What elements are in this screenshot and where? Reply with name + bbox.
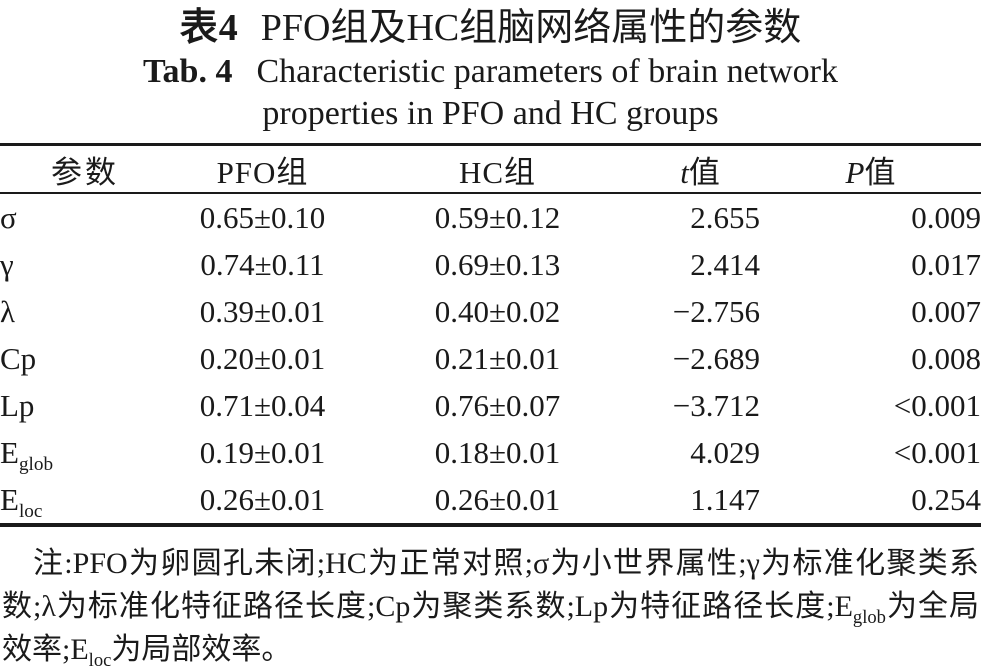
parameters-table: 参数 PFO组 HC组 t值 P值 σ 0.65±0.10 0.59±0.12 … <box>0 143 981 527</box>
table-title-zh: 表4 PFO组及HC组脑网络属性的参数 <box>0 6 981 50</box>
hc-value-cell: 0.40±0.02 <box>434 293 561 329</box>
table-row: γ 0.74±0.11 0.69±0.13 2.414 0.017 <box>0 241 981 288</box>
t-symbol: t <box>680 154 689 190</box>
table-row: Eloc 0.26±0.01 0.26±0.01 1.147 0.254 <box>0 476 981 525</box>
pfo-value-cell: 0.74±0.11 <box>200 246 325 282</box>
param-symbol: E <box>0 481 19 517</box>
p-value-cell: 0.007 <box>911 293 981 329</box>
table-row: σ 0.65±0.10 0.59±0.12 2.655 0.009 <box>0 193 981 241</box>
footnote-text: 为全局效率;E <box>2 590 980 666</box>
p-value-cell: <0.001 <box>893 387 981 423</box>
pfo-value-cell: 0.20±0.01 <box>199 340 326 376</box>
paper-page: 表4 PFO组及HC组脑网络属性的参数 Tab. 4 Characteristic … <box>0 6 981 671</box>
param-symbol: Cp <box>0 340 37 376</box>
param-cell: σ <box>0 193 170 241</box>
footnote-subscript: loc <box>88 650 112 671</box>
footnote-subscript: glob <box>852 607 886 628</box>
param-cell: γ <box>0 241 170 288</box>
table-title-en-text: Characteristic parameters of brain netwo… <box>256 53 838 90</box>
table-row: Eglob 0.19±0.01 0.18±0.01 4.029 <0.001 <box>0 429 981 476</box>
table-title-en-line1: Tab. 4 Characteristic parameters of brain… <box>0 50 981 94</box>
p-value-cell: 0.254 <box>911 481 981 517</box>
pfo-value-cell: 0.71±0.04 <box>199 387 326 423</box>
param-symbol: γ <box>0 246 14 282</box>
footnote-text: 注:PFO为卵圆孔未闭;HC为正常对照;σ为小世界属性;γ为标准化聚类系数;λ为… <box>2 547 979 623</box>
p-value-cell: 0.009 <box>911 199 981 235</box>
t-value-cell: 4.029 <box>690 434 760 470</box>
table-row: Cp 0.20±0.01 0.21±0.01 −2.689 0.008 <box>0 335 981 382</box>
param-cell: Eloc <box>0 476 170 525</box>
param-symbol: λ <box>0 293 16 329</box>
param-cell: Eglob <box>0 429 170 476</box>
col-header-pfo-group: PFO组 <box>170 144 355 194</box>
t-value-cell: 2.655 <box>690 199 760 235</box>
hc-value-cell: 0.76±0.07 <box>434 387 561 423</box>
param-cell: Cp <box>0 335 170 382</box>
t-value-cell: −2.689 <box>672 340 760 376</box>
table-row: Lp 0.71±0.04 0.76±0.07 −3.712 <0.001 <box>0 382 981 429</box>
t-value-cell: 1.147 <box>690 481 760 517</box>
table-header-row: 参数 PFO组 HC组 t值 P值 <box>0 144 981 194</box>
p-symbol: P <box>845 154 865 190</box>
p-value-cell: 0.008 <box>911 340 981 376</box>
table-footnote: 注:PFO为卵圆孔未闭;HC为正常对照;σ为小世界属性;γ为标准化聚类系数;λ为… <box>2 542 979 671</box>
footnote-text: 为局部效率。 <box>111 633 292 666</box>
t-label: 值 <box>688 154 720 190</box>
table-body: σ 0.65±0.10 0.59±0.12 2.655 0.009 γ 0.74… <box>0 193 981 525</box>
table-row: λ 0.39±0.01 0.40±0.02 −2.756 0.007 <box>0 288 981 335</box>
pfo-value-cell: 0.65±0.10 <box>199 199 326 235</box>
param-cell: Lp <box>0 382 170 429</box>
hc-value-cell: 0.59±0.12 <box>434 199 561 235</box>
col-header-param: 参数 <box>0 144 170 194</box>
param-symbol: σ <box>0 199 17 235</box>
param-cell: λ <box>0 288 170 335</box>
t-value-cell: −3.712 <box>672 387 760 423</box>
table-title-en-line2: properties in PFO and HC groups <box>262 95 719 132</box>
hc-value-cell: 0.18±0.01 <box>434 434 561 470</box>
p-value-cell: 0.017 <box>911 246 981 282</box>
t-value-cell: 2.414 <box>690 246 760 282</box>
table-title-zh-text: PFO组及HC组脑网络属性的参数 <box>260 7 802 49</box>
p-value-cell: <0.001 <box>893 434 981 470</box>
pfo-value-cell: 0.26±0.01 <box>199 481 326 517</box>
table-number-zh: 表4 <box>179 7 239 49</box>
col-header-t-value: t值 <box>640 144 760 194</box>
col-header-p-value: P值 <box>760 144 981 194</box>
param-subscript: loc <box>18 500 43 522</box>
hc-value-cell: 0.26±0.01 <box>434 481 561 517</box>
pfo-value-cell: 0.39±0.01 <box>199 293 326 329</box>
hc-value-cell: 0.21±0.01 <box>434 340 561 376</box>
param-symbol: E <box>0 434 19 470</box>
param-subscript: glob <box>18 453 54 475</box>
pfo-value-cell: 0.19±0.01 <box>199 434 326 470</box>
param-symbol: Lp <box>0 387 35 423</box>
col-header-hc-group: HC组 <box>355 144 640 194</box>
hc-value-cell: 0.69±0.13 <box>434 246 561 282</box>
table-number-en: Tab. 4 <box>143 53 233 90</box>
t-value-cell: −2.756 <box>672 293 760 329</box>
p-label: 值 <box>864 154 896 190</box>
